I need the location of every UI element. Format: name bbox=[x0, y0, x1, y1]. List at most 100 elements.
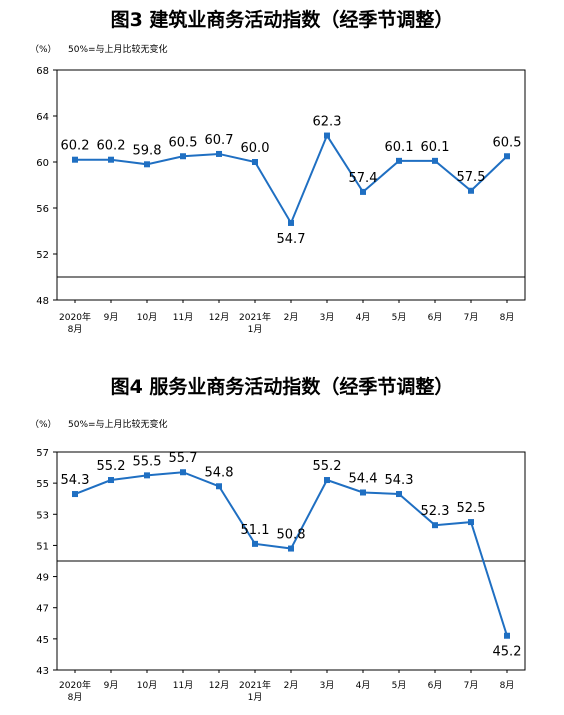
data-label: 60.2 bbox=[97, 139, 126, 154]
x-tick-label: 6月 bbox=[428, 312, 443, 323]
data-label: 54.4 bbox=[349, 471, 378, 486]
x-tick-label: 9月 bbox=[104, 680, 119, 691]
x-tick-label: 10月 bbox=[137, 312, 157, 323]
data-point-marker bbox=[144, 161, 150, 168]
data-label: 52.5 bbox=[457, 501, 486, 516]
x-tick-label: 12月 bbox=[209, 312, 229, 323]
x-tick-label: 5月 bbox=[392, 312, 407, 323]
data-label: 54.3 bbox=[385, 473, 414, 488]
data-point-marker bbox=[504, 632, 510, 639]
x-tick-label: 11月 bbox=[173, 312, 193, 323]
data-point-marker bbox=[288, 219, 294, 226]
data-point-marker bbox=[324, 477, 330, 484]
data-label: 55.5 bbox=[133, 454, 162, 469]
data-label: 45.2 bbox=[493, 645, 522, 660]
y-tick-label: 49 bbox=[36, 573, 49, 584]
data-label: 54.8 bbox=[205, 465, 234, 480]
y-tick-label: 57 bbox=[36, 448, 49, 459]
baseline-note: 50%=与上月比较无变化 bbox=[68, 418, 168, 430]
data-label: 60.1 bbox=[421, 140, 450, 155]
x-tick-label: 2月 bbox=[284, 312, 299, 323]
y-tick-label: 64 bbox=[36, 112, 49, 123]
data-point-marker bbox=[396, 491, 402, 498]
x-tick-label: 3月 bbox=[320, 680, 335, 691]
chart-services-index: 图4 服务业商务活动指数（经季节调整） （%） 50%=与上月比较无变化 43 45 47… bbox=[30, 375, 526, 703]
data-point-marker bbox=[216, 150, 222, 157]
data-point-marker bbox=[504, 153, 510, 160]
y-tick-label: 68 bbox=[36, 66, 49, 77]
data-point-marker bbox=[252, 540, 258, 547]
x-tick-label: 2月 bbox=[284, 680, 299, 691]
data-point-marker bbox=[468, 519, 474, 526]
chart-title: 图4 服务业商务活动指数（经季节调整） bbox=[111, 375, 454, 398]
x-tick-label: 7月 bbox=[464, 312, 479, 323]
data-label: 55.7 bbox=[169, 451, 198, 466]
data-label: 52.3 bbox=[421, 504, 450, 519]
data-label: 60.5 bbox=[169, 135, 198, 150]
y-tick-label: 43 bbox=[36, 666, 49, 677]
data-point-marker bbox=[72, 491, 78, 498]
y-tick-label: 55 bbox=[36, 479, 49, 490]
data-label: 60.5 bbox=[493, 135, 522, 150]
data-label: 60.2 bbox=[61, 139, 90, 154]
data-point-marker bbox=[360, 188, 366, 195]
x-tick-label: 5月 bbox=[392, 680, 407, 691]
data-label: 55.2 bbox=[313, 459, 342, 474]
x-tick-label: 2020年 8月 bbox=[59, 679, 91, 703]
data-point-marker bbox=[180, 469, 186, 476]
data-label: 62.3 bbox=[313, 115, 342, 130]
data-label: 55.2 bbox=[97, 459, 126, 474]
y-tick-label: 48 bbox=[36, 296, 49, 307]
data-point-marker bbox=[72, 156, 78, 163]
data-label: 54.7 bbox=[277, 232, 306, 247]
data-label: 59.8 bbox=[133, 143, 162, 158]
plot-frame bbox=[56, 69, 526, 301]
y-tick-label: 51 bbox=[36, 541, 49, 552]
y-tick-label: 47 bbox=[36, 604, 49, 615]
x-tick-label: 3月 bbox=[320, 312, 335, 323]
x-tick-label: 4月 bbox=[356, 312, 371, 323]
data-point-marker bbox=[324, 132, 330, 139]
chart-title: 图3 建筑业商务活动指数（经季节调整） bbox=[111, 8, 454, 31]
data-label: 60.0 bbox=[241, 141, 270, 156]
data-label: 60.7 bbox=[205, 133, 234, 148]
data-point-marker bbox=[432, 157, 438, 164]
x-tick-label: 8月 bbox=[500, 680, 515, 691]
series-line bbox=[74, 471, 508, 637]
x-tick-label: 12月 bbox=[209, 680, 229, 691]
x-tick-label: 2021年 1月 bbox=[239, 679, 271, 703]
x-tick-label: 9月 bbox=[104, 312, 119, 323]
baseline-note: 50%=与上月比较无变化 bbox=[68, 43, 168, 55]
x-tick-label: 6月 bbox=[428, 680, 443, 691]
y-unit-label: （%） bbox=[30, 44, 57, 55]
x-tick-label: 11月 bbox=[173, 680, 193, 691]
data-point-marker bbox=[216, 483, 222, 490]
data-point-marker bbox=[360, 489, 366, 496]
data-label: 50.8 bbox=[277, 528, 306, 543]
chart-construction-index: 图3 建筑业商务活动指数（经季节调整） （%） 50%=与上月比较无变化 48 52 56… bbox=[30, 8, 526, 335]
data-point-marker bbox=[468, 187, 474, 194]
data-point-marker bbox=[396, 157, 402, 164]
data-label: 60.1 bbox=[385, 140, 414, 155]
data-point-marker bbox=[288, 545, 294, 552]
y-tick-label: 60 bbox=[36, 158, 49, 169]
x-tick-label: 2020年 8月 bbox=[59, 311, 91, 335]
y-tick-label: 45 bbox=[36, 635, 49, 646]
data-label: 57.4 bbox=[349, 171, 378, 186]
data-point-marker bbox=[108, 477, 114, 484]
data-label: 51.1 bbox=[241, 523, 270, 538]
y-tick-label: 52 bbox=[36, 250, 49, 261]
x-tick-label: 8月 bbox=[500, 312, 515, 323]
x-tick-label: 7月 bbox=[464, 680, 479, 691]
y-unit-label: （%） bbox=[30, 419, 57, 430]
y-tick-label: 53 bbox=[36, 510, 49, 521]
x-tick-label: 10月 bbox=[137, 680, 157, 691]
data-label: 54.3 bbox=[61, 473, 90, 488]
data-point-marker bbox=[108, 156, 114, 163]
data-label: 57.5 bbox=[457, 170, 486, 185]
data-point-marker bbox=[252, 159, 258, 165]
data-point-marker bbox=[144, 472, 150, 479]
y-tick-label: 56 bbox=[36, 204, 49, 215]
data-point-marker bbox=[180, 153, 186, 160]
